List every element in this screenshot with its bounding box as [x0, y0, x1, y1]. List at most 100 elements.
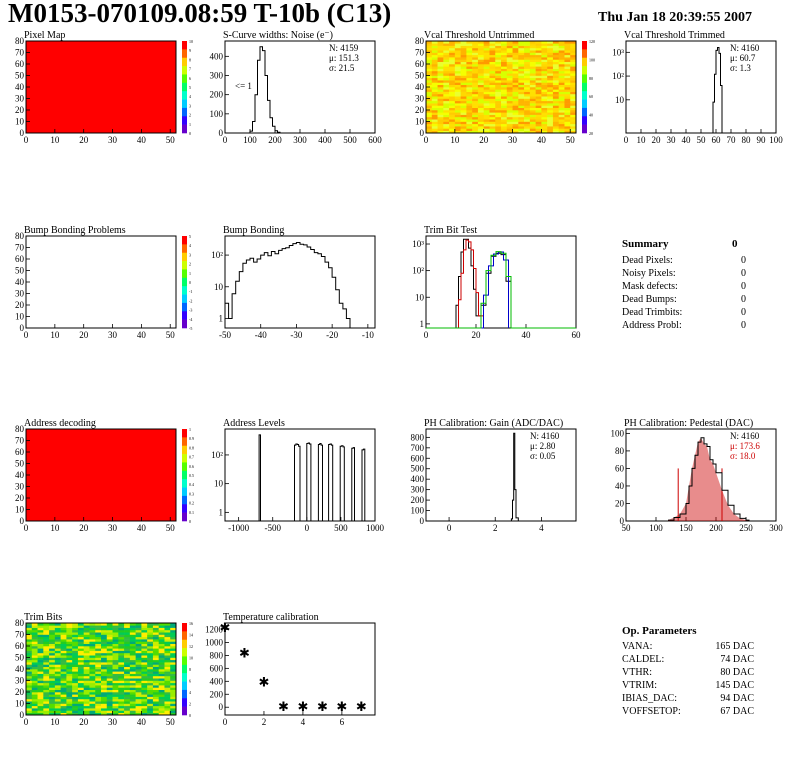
- heatmap-cell: [152, 639, 159, 642]
- heatmap-cell: [541, 128, 548, 131]
- x-tick-label: 0: [223, 135, 228, 145]
- heatmap-cell: [112, 675, 119, 679]
- heatmap-cell: [37, 652, 44, 656]
- heatmap-cell: [535, 130, 542, 134]
- heatmap-cell: [77, 689, 84, 693]
- heatmap-cell: [124, 636, 131, 640]
- colorbar-segment: [182, 639, 187, 649]
- x-tick-label: 30: [108, 717, 118, 727]
- heatmap-cell: [31, 646, 38, 649]
- heatmap-cell: [170, 625, 177, 628]
- heatmap-cell: [495, 41, 502, 44]
- heatmap-cell: [152, 632, 159, 635]
- op-param-value: 94 DAC: [720, 693, 754, 704]
- heatmap-cell: [95, 703, 102, 707]
- heatmap-cell: [552, 75, 559, 79]
- heatmap-cell: [431, 93, 438, 97]
- heatmap-cell: [518, 93, 525, 97]
- heatmap-cell: [501, 116, 508, 120]
- heatmap-cell: [483, 103, 490, 106]
- heatmap-cell: [564, 80, 571, 83]
- heatmap-cell: [60, 655, 67, 658]
- heatmap-cell: [158, 662, 165, 665]
- heatmap-cell: [529, 112, 536, 115]
- heatmap-cell: [558, 126, 565, 129]
- heatmap-cell: [26, 634, 33, 638]
- heatmap-cell: [31, 648, 38, 651]
- heatmap-cell: [135, 685, 142, 688]
- heatmap-cell: [489, 66, 496, 69]
- heatmap-cell: [26, 639, 33, 642]
- heatmap-cell: [489, 128, 496, 131]
- heatmap-cell: [564, 84, 571, 88]
- heatmap-cell: [95, 712, 102, 716]
- heatmap-cell: [83, 634, 90, 638]
- heatmap-cell: [83, 664, 90, 667]
- heatmap-cell: [564, 45, 571, 49]
- y-tick-label: 0: [20, 323, 25, 333]
- heatmap-cell: [26, 689, 33, 693]
- heatmap-cell: [483, 87, 490, 90]
- heatmap-cell: [135, 657, 142, 661]
- heatmap-cell: [547, 59, 554, 62]
- heatmap-cell: [437, 57, 444, 60]
- panel-title: Pixel Map: [24, 30, 65, 41]
- heatmap-cell: [437, 116, 444, 120]
- heatmap-cell: [529, 87, 536, 90]
- heatmap-cell: [66, 632, 73, 635]
- heatmap-cell: [147, 694, 154, 697]
- heatmap-cell: [524, 45, 531, 49]
- heatmap-cell: [564, 66, 571, 69]
- heatmap-cell: [26, 655, 33, 658]
- heatmap-cell: [518, 110, 525, 113]
- heatmap-cell: [141, 655, 148, 658]
- heatmap-cell: [529, 128, 536, 131]
- heatmap-cell: [54, 687, 61, 690]
- heatmap-cell: [524, 73, 531, 76]
- heatmap-cell: [164, 655, 171, 658]
- heatmap-cell: [147, 636, 154, 640]
- heatmap-cell: [506, 98, 513, 102]
- heatmap-cell: [454, 112, 461, 115]
- heatmap-cell: [164, 685, 171, 688]
- heatmap-cell: [31, 652, 38, 656]
- heatmap-cell: [529, 98, 536, 102]
- heatmap-cell: [124, 627, 131, 631]
- heatmap-cell: [547, 70, 554, 74]
- heatmap-cell: [60, 698, 67, 702]
- heatmap-cell: [135, 639, 142, 642]
- heatmap-cell: [460, 52, 467, 56]
- heatmap-cell: [501, 50, 508, 53]
- heatmap-cell: [477, 105, 484, 108]
- heatmap-cell: [60, 625, 67, 628]
- heatmap-cell: [49, 641, 56, 644]
- heatmap-cell: [77, 655, 84, 658]
- heatmap-cell: [31, 636, 38, 640]
- heatmap-cell: [443, 128, 450, 131]
- heatmap-cell: [95, 662, 102, 665]
- heatmap-cell: [164, 629, 171, 633]
- y-tick-label: 40: [15, 470, 25, 480]
- heatmap-cell: [77, 685, 84, 688]
- heatmap-cell: [535, 96, 542, 99]
- x-tick-label: 40: [137, 135, 147, 145]
- heatmap-cell: [483, 57, 490, 60]
- heatmap-cell: [437, 100, 444, 104]
- heatmap-cell: [49, 629, 56, 633]
- heatmap-cell: [118, 696, 125, 700]
- heatmap-cell: [135, 659, 142, 663]
- colorbar-tick-label: 2: [189, 702, 191, 707]
- heatmap-cell: [518, 100, 525, 104]
- heatmap-cell: [37, 623, 44, 626]
- colorbar-tick-label: -4: [189, 317, 192, 322]
- heatmap-cell: [454, 114, 461, 118]
- heatmap-cell: [431, 80, 438, 83]
- heatmap-cell: [83, 687, 90, 690]
- heatmap-cell: [472, 59, 479, 62]
- heatmap-cell: [54, 646, 61, 649]
- heatmap-cell: [483, 112, 490, 115]
- heatmap-cell: [95, 650, 102, 654]
- heatmap-cell: [72, 655, 79, 658]
